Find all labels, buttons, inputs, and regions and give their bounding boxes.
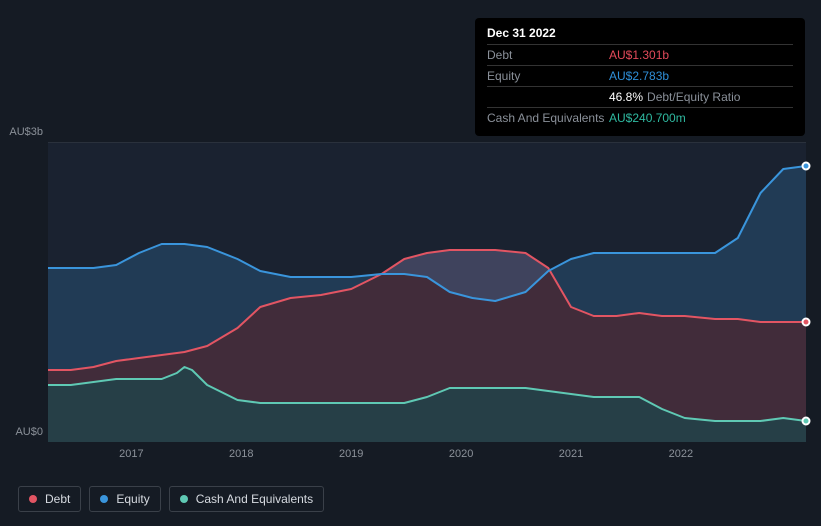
legend-item-cash-and-equivalents[interactable]: Cash And Equivalents [169, 486, 324, 512]
legend-dot [180, 495, 188, 503]
tooltip-value-wrap: AU$2.783b [609, 69, 669, 83]
tooltip-value: AU$2.783b [609, 69, 669, 83]
x-tick-label: 2019 [339, 448, 363, 460]
legend-item-equity[interactable]: Equity [89, 486, 160, 512]
legend-label: Debt [45, 492, 70, 506]
tooltip-row: DebtAU$1.301b [487, 44, 793, 65]
y-axis-label-top: AU$3b [9, 126, 43, 138]
legend-label: Equity [116, 492, 149, 506]
x-tick-label: 2021 [559, 448, 583, 460]
x-axis: 2017 2018 2019 2020 2021 2022 [48, 448, 806, 468]
x-tick-label: 2022 [669, 448, 693, 460]
tooltip-row: 46.8% Debt/Equity Ratio [487, 86, 793, 107]
tooltip-label: Equity [487, 69, 609, 83]
end-marker-debt [802, 318, 811, 327]
plot-area [48, 142, 806, 442]
tooltip-suffix: Debt/Equity Ratio [647, 90, 740, 104]
legend-label: Cash And Equivalents [196, 492, 313, 506]
tooltip-value-wrap: 46.8% Debt/Equity Ratio [609, 90, 740, 104]
tooltip-date: Dec 31 2022 [487, 26, 793, 44]
x-tick-label: 2017 [119, 448, 143, 460]
tooltip-label: Debt [487, 48, 609, 62]
tooltip-value: AU$1.301b [609, 48, 669, 62]
end-marker-cash-and-equivalents [802, 417, 811, 426]
tooltip-row: EquityAU$2.783b [487, 65, 793, 86]
end-marker-equity [802, 162, 811, 171]
tooltip-panel: Dec 31 2022 DebtAU$1.301bEquityAU$2.783b… [475, 18, 805, 136]
tooltip-label [487, 90, 609, 104]
x-tick-label: 2020 [449, 448, 473, 460]
legend-dot [29, 495, 37, 503]
tooltip-value: 46.8% [609, 90, 643, 104]
x-tick-label: 2018 [229, 448, 253, 460]
legend: Debt Equity Cash And Equivalents [18, 486, 324, 512]
legend-item-debt[interactable]: Debt [18, 486, 81, 512]
y-axis-label-bottom: AU$0 [15, 426, 43, 438]
legend-dot [100, 495, 108, 503]
chart-container: AU$3b AU$0 2017 2018 2019 2020 2021 2022 [0, 120, 821, 480]
tooltip-value-wrap: AU$1.301b [609, 48, 669, 62]
